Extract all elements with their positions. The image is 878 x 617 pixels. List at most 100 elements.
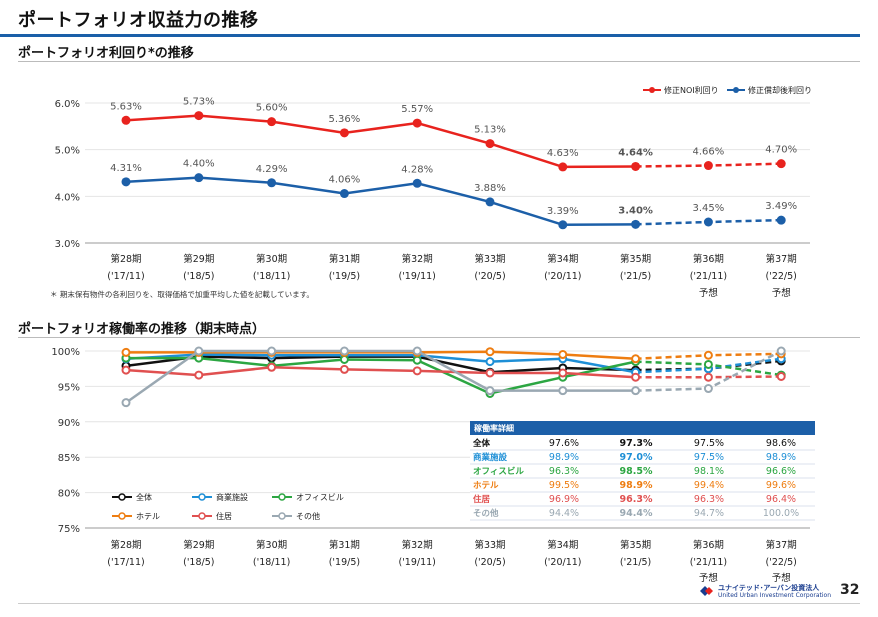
occupancy-series-line	[125, 349, 636, 404]
occupancy-point	[194, 346, 204, 356]
occupancy-table-row-name: 住居	[473, 494, 491, 505]
occupancy-point	[776, 346, 786, 356]
yield-point	[121, 115, 131, 125]
occupancy-xtick-label: 第33期	[474, 539, 505, 551]
occupancy-point	[703, 359, 713, 369]
occupancy-table-cell: 94.7%	[694, 508, 724, 519]
occupancy-table-cell: 96.3%	[549, 466, 579, 477]
yield-data-label: 4.40%	[183, 159, 215, 170]
occupancy-xtick-label: 第36期	[693, 539, 724, 551]
yield-data-label: 3.45%	[693, 203, 725, 214]
company-logo-icon	[700, 586, 713, 596]
yield-data-label: 3.88%	[474, 183, 506, 194]
yield-data-label: 4.29%	[256, 164, 288, 175]
occupancy-point	[121, 347, 131, 357]
occupancy-xtick-sublabel: ('18/11)	[253, 557, 290, 568]
occupancy-point	[194, 370, 204, 380]
yield-title-rule	[18, 61, 860, 62]
yield-legend-label: 修正償却後利回り	[748, 85, 812, 95]
yield-xtick-label: 第31期	[329, 253, 360, 265]
occupancy-point	[412, 346, 422, 356]
occupancy-table-header: 稼働率詳細	[474, 423, 514, 433]
occupancy-table-cell: 98.9%	[620, 480, 653, 491]
yield-legend-marker	[649, 87, 655, 93]
occupancy-point	[558, 350, 568, 360]
occupancy-xtick-label: 第30期	[256, 539, 287, 551]
occupancy-xtick-label: 第31期	[329, 539, 360, 551]
yield-point	[121, 177, 131, 187]
occupancy-xtick-sublabel: ('20/11)	[544, 557, 581, 568]
occupancy-table-cell: 98.6%	[766, 438, 796, 449]
occupancy-table-row-name: ホテル	[473, 481, 499, 491]
occupancy-table-cell: 98.9%	[549, 452, 579, 463]
occupancy-xtick-sublabel: ('17/11)	[107, 557, 144, 568]
occupancy-table-cell: 98.5%	[620, 466, 653, 477]
yield-data-label: 4.63%	[547, 148, 579, 159]
occupancy-point	[485, 368, 495, 378]
occupancy-table-background	[470, 421, 815, 520]
page-number: 32	[840, 582, 860, 598]
yield-xtick-sublabel: ('21/11)	[690, 271, 727, 282]
yield-xtick-label: 第32期	[402, 253, 433, 265]
yield-data-label: 3.40%	[618, 205, 653, 216]
yield-xtick-label: 第33期	[474, 253, 505, 265]
occupancy-xtick-sublabel: ('20/5)	[474, 557, 505, 568]
occupancy-ytick-label: 95%	[58, 382, 80, 393]
occupancy-legend-label: 商業施設	[216, 492, 248, 502]
yield-footnote: ＊ 期末保有物件の各利回りを、取得価格で加重平均した値を記載しています。	[50, 290, 314, 299]
occupancy-xtick-sublabel: ('22/5)	[766, 557, 797, 568]
occupancy-legend-marker	[118, 493, 126, 501]
occupancy-point	[703, 350, 713, 360]
occupancy-table-header-bar	[470, 421, 815, 435]
occupancy-chart-title: ポートフォリオ稼働率の推移（期末時点）	[18, 322, 266, 337]
occupancy-series-line	[126, 350, 636, 361]
occupancy-table-cell: 96.4%	[766, 494, 796, 505]
company-name-ja: ユナイテッド･アーバン投資法人	[718, 584, 820, 592]
occupancy-xtick-label: 第37期	[766, 539, 797, 551]
yield-xtick-sublabel: ('18/11)	[253, 271, 290, 282]
yield-data-label: 4.31%	[110, 163, 142, 174]
yield-ytick-label: 4.0%	[55, 192, 80, 203]
yield-point	[776, 215, 786, 225]
yield-data-label: 5.13%	[474, 125, 506, 136]
occupancy-table-cell: 94.4%	[549, 508, 579, 519]
yield-xtick-label: 第37期	[766, 253, 797, 265]
occupancy-point	[558, 368, 568, 378]
occupancy-table-cell: 97.5%	[694, 452, 724, 463]
occupancy-xtick-label: 第28期	[110, 539, 141, 551]
occupancy-point	[703, 384, 713, 394]
yield-data-label: 5.63%	[110, 101, 142, 112]
occupancy-table-cell: 96.9%	[549, 494, 579, 505]
occupancy-ytick-label: 100%	[51, 347, 80, 358]
occupancy-table-cell: 99.4%	[694, 480, 724, 491]
yield-series-line	[125, 114, 636, 169]
occupancy-table-cell: 96.3%	[620, 494, 653, 505]
yield-legend-marker	[733, 87, 739, 93]
occupancy-series-line	[125, 353, 636, 374]
occupancy-xtick-forecast: 予想	[772, 572, 792, 584]
yield-xtick-sublabel: ('20/5)	[474, 271, 505, 282]
yield-point	[194, 173, 204, 183]
occupancy-table-cell: 96.6%	[766, 466, 796, 477]
yield-data-label: 3.49%	[765, 201, 797, 212]
occupancy-ytick-label: 80%	[58, 489, 80, 500]
yield-point	[339, 189, 349, 199]
yield-point	[485, 197, 495, 207]
occupancy-xtick-label: 第35期	[620, 539, 651, 551]
yield-point	[558, 220, 568, 230]
yield-xtick-sublabel: ('17/11)	[107, 271, 144, 282]
yield-xtick-label: 第35期	[620, 253, 651, 265]
yield-data-label: 5.36%	[329, 114, 361, 125]
occupancy-legend-label: 住居	[216, 511, 232, 521]
occupancy-table-cell: 94.4%	[620, 508, 653, 519]
yield-point	[412, 118, 422, 128]
occupancy-legend-marker	[118, 512, 126, 520]
occupancy-point	[267, 362, 277, 372]
yield-point	[267, 178, 277, 188]
occupancy-legend-label: ホテル	[136, 512, 160, 521]
occupancy-legend-marker	[278, 512, 286, 520]
occupancy-legend-label: その他	[296, 511, 320, 521]
yield-point	[631, 161, 641, 171]
yield-point	[558, 162, 568, 172]
yield-data-label: 4.64%	[618, 147, 653, 158]
